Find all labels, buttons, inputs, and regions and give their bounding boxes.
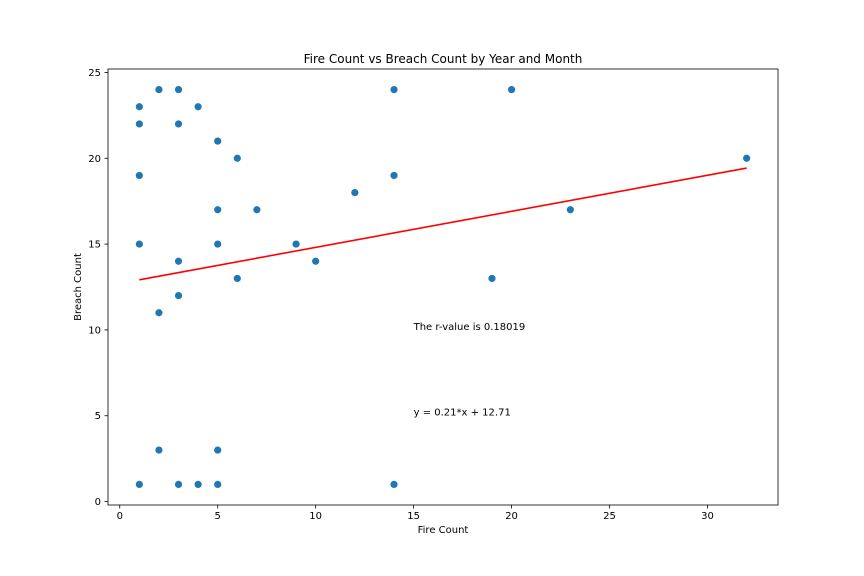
scatter-point (390, 480, 398, 489)
y-tick-label: 25 (88, 68, 101, 79)
scatter-point (253, 206, 261, 214)
scatter-point (174, 291, 183, 300)
y-tick-label: 0 (95, 497, 101, 508)
chart-title: Fire Count vs Breach Count by Year and M… (304, 52, 583, 66)
x-tick-label: 25 (603, 511, 616, 522)
scatter-point (135, 480, 143, 489)
scatter-point (390, 85, 398, 94)
scatter-point (390, 171, 398, 180)
y-axis-ticks: 0 5 10 15 20 25 (88, 68, 108, 508)
x-tick-label: 10 (309, 511, 322, 522)
annotations: The r-value is 0.18019 y = 0.21*x + 12.71 (413, 322, 526, 419)
scatter-point (292, 240, 300, 248)
x-axis-label: Fire Count (418, 525, 469, 536)
scatter-point (214, 240, 222, 248)
scatter-points (135, 85, 751, 489)
scatter-point (507, 85, 516, 94)
scatter-point (566, 206, 574, 214)
scatter-point (135, 103, 143, 111)
scatter-point (194, 480, 202, 489)
scatter-point (214, 206, 222, 214)
annotation-text: y = 0.21*x + 12.71 (414, 408, 511, 419)
scatter-point (214, 480, 222, 489)
scatter-point (214, 446, 222, 454)
scatter-point (488, 274, 496, 283)
x-tick-label: 5 (215, 511, 221, 522)
scatter-point (174, 85, 183, 94)
scatter-point (312, 257, 320, 265)
scatter-point (174, 257, 183, 265)
scatter-point (233, 154, 241, 162)
y-tick-label: 20 (88, 154, 101, 165)
scatter-point (135, 240, 143, 248)
scatter-point (135, 171, 143, 180)
plot-area-frame (107, 68, 779, 506)
scatter-point (174, 120, 183, 128)
annotation-text: The r-value is 0.18019 (413, 322, 526, 333)
x-tick-label: 0 (117, 511, 123, 522)
scatter-point (155, 85, 163, 94)
y-tick-label: 10 (88, 325, 101, 336)
scatter-point (194, 103, 202, 111)
scatter-point (135, 120, 143, 128)
x-axis-ticks: 0 5 10 15 20 25 30 (117, 505, 714, 522)
regression-layer (139, 167, 747, 281)
scatter-point (351, 188, 359, 197)
x-tick-label: 20 (505, 511, 518, 522)
x-tick-label: 30 (701, 511, 714, 522)
y-tick-label: 15 (88, 240, 101, 251)
regression-line (139, 167, 747, 281)
scatter-point (174, 480, 183, 489)
y-axis-label: Breach Count (73, 253, 84, 321)
scatter-point (155, 446, 163, 454)
scatter-point (214, 137, 222, 145)
scatter-point (155, 309, 163, 317)
x-tick-label: 15 (407, 511, 420, 522)
scatter-point (743, 154, 751, 162)
y-tick-label: 5 (95, 411, 101, 422)
scatter-point (233, 274, 241, 283)
